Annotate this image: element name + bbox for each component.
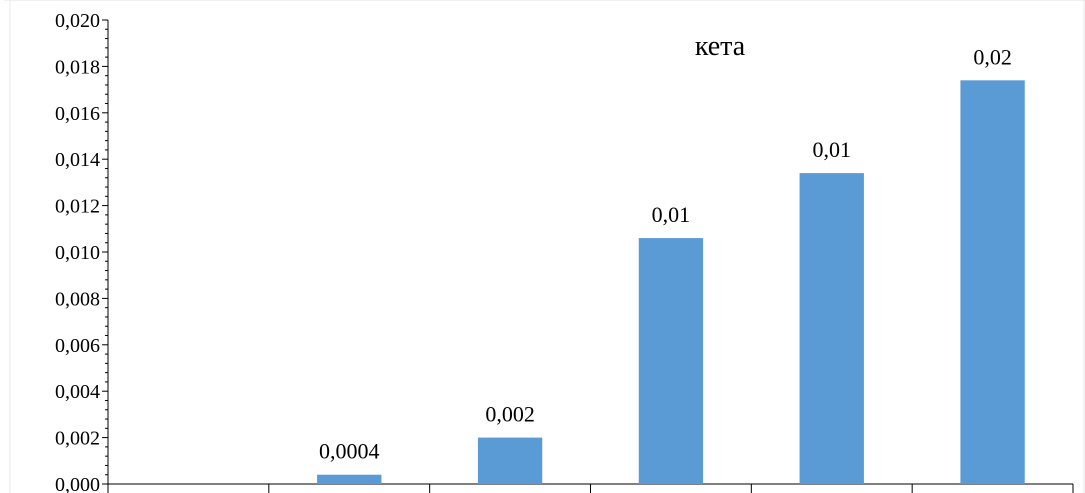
bar — [799, 173, 864, 484]
bar — [960, 80, 1025, 484]
data-label: 0,0004 — [319, 439, 380, 464]
y-tick-label: 0,016 — [55, 103, 100, 125]
y-tick-label: 0,012 — [55, 196, 100, 218]
bar — [317, 474, 382, 484]
y-tick-label: 0,006 — [55, 335, 100, 357]
y-tick-label: 0,004 — [55, 381, 100, 403]
y-tick-label: 0,020 — [55, 10, 100, 32]
data-labels: 0,0004 0,002 0,01 0,01 0,02 — [319, 44, 1012, 463]
data-label: 0,01 — [813, 137, 852, 162]
y-tick-label: 0,008 — [55, 288, 100, 310]
y-tick-label: 0,014 — [55, 149, 100, 171]
data-label: 0,01 — [652, 202, 691, 227]
y-tick-label: 0,000 — [55, 474, 100, 493]
bar — [638, 238, 704, 484]
y-tick-label: 0,010 — [55, 242, 100, 264]
chart-title: кета — [695, 31, 746, 62]
y-tick-label: 0,002 — [55, 428, 100, 450]
data-label: 0,002 — [485, 402, 535, 427]
data-label: 0,02 — [973, 44, 1012, 69]
y-axis: 0,000 0,002 0,004 0,006 0,008 0,010 0,012 0,014… — [55, 10, 109, 493]
bar — [477, 437, 543, 484]
y-tick-label: 0,018 — [55, 56, 100, 78]
bars — [317, 80, 1025, 484]
x-axis — [107, 483, 1074, 493]
